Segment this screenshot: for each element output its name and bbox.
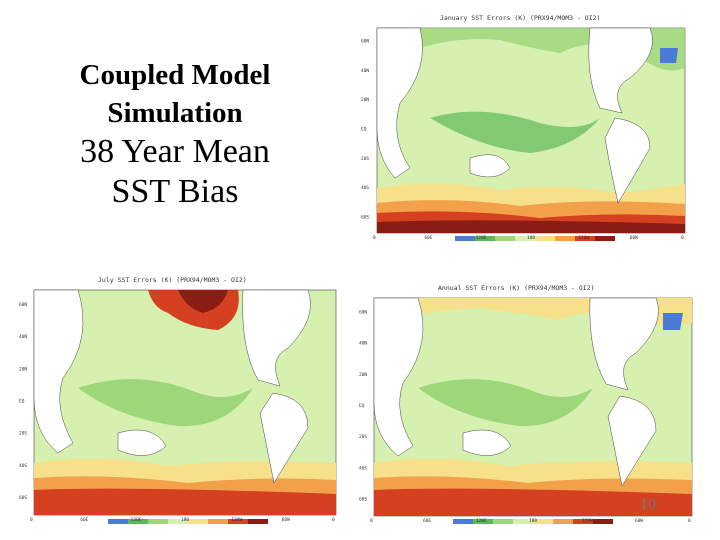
lat-tick-label: EQ — [359, 403, 365, 409]
annual-tropical-patch — [418, 379, 593, 427]
lon-tick-label: 0 — [30, 517, 33, 523]
lat-tick-label: 40N — [19, 334, 27, 340]
lat-tick-label: 20N — [19, 366, 27, 372]
july-map-title: July SST Errors (K) (PRX94/MOM3 - OI2) — [98, 276, 247, 284]
january-landmass-namerica — [588, 27, 653, 114]
lon-tick-label: 60E — [424, 235, 432, 241]
lat-tick-label: 40N — [359, 341, 367, 347]
lon-tick-label: 180 — [529, 518, 537, 524]
lon-tick-label: 60E — [423, 518, 431, 524]
lat-tick-label: EQ — [361, 127, 367, 133]
annual-landmass-australia — [462, 429, 512, 456]
lon-tick-label: 180 — [527, 235, 535, 241]
lon-tick-label: 120E — [476, 235, 487, 241]
page-number: 10 — [640, 496, 656, 513]
lat-tick-label: 60N — [361, 39, 369, 45]
subtitle-line-2: SST Bias — [111, 173, 239, 210]
january-tropical-patch — [430, 111, 600, 153]
lat-tick-label: 40S — [361, 185, 369, 191]
annual-south-red — [374, 488, 692, 516]
lat-tick-label: 40N — [361, 68, 369, 74]
january-cold-spot — [660, 48, 678, 63]
lon-tick-label: 120W — [582, 518, 593, 524]
july-tropical-patch — [78, 379, 253, 427]
annual-map-figure: Annual SST Errors (K) (PRX94/MOM3 - OI2)… — [359, 284, 693, 524]
annual-landmass-africa — [373, 297, 424, 457]
subtitle-line-1: 38 Year Mean — [80, 133, 270, 170]
lat-tick-label: 20S — [361, 156, 369, 162]
july-landmass-australia — [117, 429, 167, 456]
lat-tick-label: 20N — [359, 372, 367, 378]
annual-landmass-namerica — [589, 297, 659, 391]
january-sst-map: January SST Errors (K) (PRX94/MOM3 - OI2… — [360, 8, 690, 246]
july-map-figure: July SST Errors (K) (PRX94/MOM3 - OI2) 6… — [19, 276, 337, 524]
july-landmass-africa — [33, 289, 84, 454]
lon-tick-label: 120W — [231, 517, 242, 523]
january-landmass-samerica — [604, 117, 651, 204]
annual-sst-map: Annual SST Errors (K) (PRX94/MOM3 - OI2)… — [358, 268, 696, 532]
july-sst-map: July SST Errors (K) (PRX94/MOM3 - OI2) 6… — [18, 268, 340, 532]
annual-map-title: Annual SST Errors (K) (PRX94/MOM3 - OI2) — [438, 284, 595, 292]
july-colorbar — [108, 519, 268, 524]
lat-tick-label: 20S — [359, 434, 367, 440]
annual-landmass-samerica — [607, 395, 657, 487]
lon-tick-label: 0 — [332, 517, 335, 523]
lon-tick-label: 60W — [635, 518, 643, 524]
slide-title-block: Coupled Model Simulation 38 Year Mean SS… — [30, 56, 320, 212]
title-line-1: Coupled Model — [79, 59, 271, 91]
lon-tick-label: 0 — [370, 518, 373, 524]
lon-tick-label: 120E — [476, 518, 487, 524]
lon-tick-label: 0 — [681, 235, 684, 241]
lat-tick-label: 60N — [19, 302, 27, 308]
lon-tick-label: 60W — [282, 517, 290, 523]
july-south-red — [34, 488, 336, 515]
lat-tick-label: EQ — [19, 399, 25, 405]
january-colorbar — [455, 236, 615, 241]
lon-tick-label: 180 — [181, 517, 189, 523]
lon-tick-label: 0 — [373, 235, 376, 241]
july-landmass-samerica — [259, 392, 309, 484]
january-map-figure: January SST Errors (K) (PRX94/MOM3 - OI2… — [361, 14, 686, 241]
lat-tick-label: 60S — [19, 495, 27, 501]
january-landmass-australia — [469, 154, 511, 178]
lat-tick-label: 20N — [361, 97, 369, 103]
lon-tick-label: 120W — [578, 235, 589, 241]
lon-tick-label: 120E — [131, 517, 142, 523]
july-landmass-namerica — [242, 289, 311, 387]
lat-tick-label: 40S — [359, 465, 367, 471]
lat-tick-label: 40S — [19, 463, 27, 469]
lon-tick-label: 60E — [80, 517, 88, 523]
lat-tick-label: 60N — [359, 310, 367, 316]
lat-tick-label: 60S — [361, 214, 369, 220]
lat-tick-label: 20S — [19, 431, 27, 437]
lon-tick-label: 60W — [630, 235, 638, 241]
annual-colorbar — [453, 519, 613, 524]
january-map-title: January SST Errors (K) (PRX94/MOM3 - OI2… — [440, 14, 600, 22]
lat-tick-label: 60S — [359, 496, 367, 502]
july-north-pacific-hot — [178, 290, 228, 313]
annual-cold-spot — [663, 313, 683, 330]
january-landmass-africa — [376, 27, 423, 179]
title-line-2: Simulation — [107, 97, 243, 129]
lon-tick-label: 0 — [688, 518, 691, 524]
january-antarctic-band — [377, 220, 685, 233]
